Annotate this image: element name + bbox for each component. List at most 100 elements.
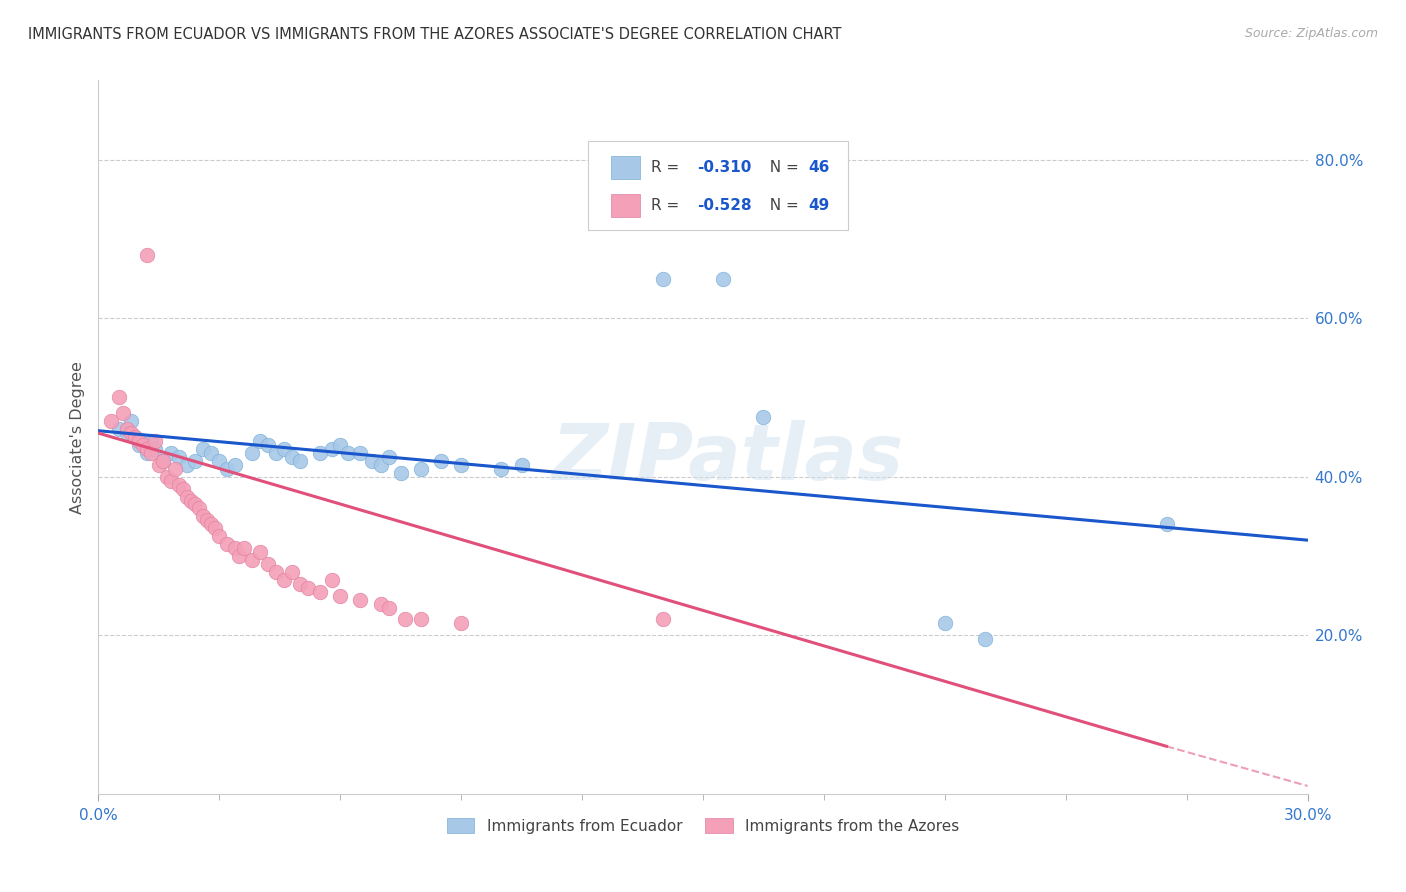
Point	[281, 565, 304, 579]
Point	[1156, 517, 1178, 532]
Point	[208, 529, 231, 543]
FancyBboxPatch shape	[612, 194, 640, 217]
Point	[193, 509, 215, 524]
Point	[163, 462, 186, 476]
Point	[321, 573, 343, 587]
Text: 46: 46	[808, 160, 830, 175]
Point	[115, 426, 138, 441]
Point	[120, 414, 142, 428]
Point	[135, 446, 157, 460]
Point	[349, 592, 371, 607]
Point	[124, 430, 146, 444]
Point	[224, 541, 246, 555]
Point	[349, 446, 371, 460]
Point	[143, 434, 166, 448]
Point	[510, 458, 533, 472]
Point	[309, 584, 332, 599]
Text: -0.528: -0.528	[697, 198, 752, 212]
Point	[139, 446, 162, 460]
Point	[167, 450, 190, 464]
Point	[100, 414, 122, 428]
Text: R =: R =	[651, 160, 685, 175]
Text: ZIPatlas: ZIPatlas	[551, 420, 903, 497]
Point	[152, 454, 174, 468]
Point	[208, 454, 231, 468]
Point	[143, 442, 166, 456]
Point	[651, 271, 673, 285]
FancyBboxPatch shape	[588, 141, 848, 230]
Point	[204, 521, 226, 535]
Point	[107, 422, 129, 436]
Point	[176, 490, 198, 504]
Text: Source: ZipAtlas.com: Source: ZipAtlas.com	[1244, 27, 1378, 40]
Point	[249, 434, 271, 448]
Point	[128, 434, 150, 448]
Point	[240, 446, 263, 460]
Point	[115, 422, 138, 436]
Point	[188, 501, 211, 516]
Point	[264, 446, 287, 460]
Point	[281, 450, 304, 464]
Point	[107, 391, 129, 405]
Point	[651, 612, 673, 626]
Point	[139, 434, 162, 448]
Point	[491, 462, 513, 476]
Point	[409, 462, 432, 476]
Point	[370, 597, 392, 611]
Point	[180, 493, 202, 508]
Point	[184, 454, 207, 468]
Point	[450, 458, 472, 472]
Point	[195, 513, 218, 527]
Point	[111, 406, 134, 420]
Point	[934, 616, 956, 631]
Point	[156, 469, 179, 483]
FancyBboxPatch shape	[612, 156, 640, 178]
Point	[389, 466, 412, 480]
Point	[752, 410, 775, 425]
Point	[128, 438, 150, 452]
Point	[264, 565, 287, 579]
Point	[160, 474, 183, 488]
Point	[450, 616, 472, 631]
Point	[193, 442, 215, 456]
Point	[184, 498, 207, 512]
Point	[132, 434, 155, 448]
Point	[132, 438, 155, 452]
Point	[329, 438, 352, 452]
Text: 49: 49	[808, 198, 830, 212]
Point	[167, 477, 190, 491]
Point	[394, 612, 416, 626]
Point	[249, 545, 271, 559]
Y-axis label: Associate's Degree: Associate's Degree	[69, 360, 84, 514]
Point	[240, 553, 263, 567]
Point	[309, 446, 332, 460]
Point	[160, 446, 183, 460]
Point	[297, 581, 319, 595]
Point	[256, 438, 278, 452]
Text: N =: N =	[759, 160, 803, 175]
Point	[152, 454, 174, 468]
Point	[172, 482, 194, 496]
Text: R =: R =	[651, 198, 685, 212]
Point	[217, 462, 239, 476]
Point	[273, 573, 295, 587]
Point	[288, 576, 311, 591]
Point	[148, 458, 170, 472]
Legend: Immigrants from Ecuador, Immigrants from the Azores: Immigrants from Ecuador, Immigrants from…	[440, 812, 966, 839]
Point	[120, 426, 142, 441]
Text: -0.310: -0.310	[697, 160, 751, 175]
Point	[430, 454, 453, 468]
Point	[377, 600, 399, 615]
Point	[135, 248, 157, 262]
Point	[273, 442, 295, 456]
Point	[370, 458, 392, 472]
Point	[321, 442, 343, 456]
Point	[288, 454, 311, 468]
Point	[329, 589, 352, 603]
Text: IMMIGRANTS FROM ECUADOR VS IMMIGRANTS FROM THE AZORES ASSOCIATE'S DEGREE CORRELA: IMMIGRANTS FROM ECUADOR VS IMMIGRANTS FR…	[28, 27, 842, 42]
Point	[217, 537, 239, 551]
Point	[135, 442, 157, 456]
Point	[256, 557, 278, 571]
Point	[377, 450, 399, 464]
Point	[974, 632, 997, 647]
